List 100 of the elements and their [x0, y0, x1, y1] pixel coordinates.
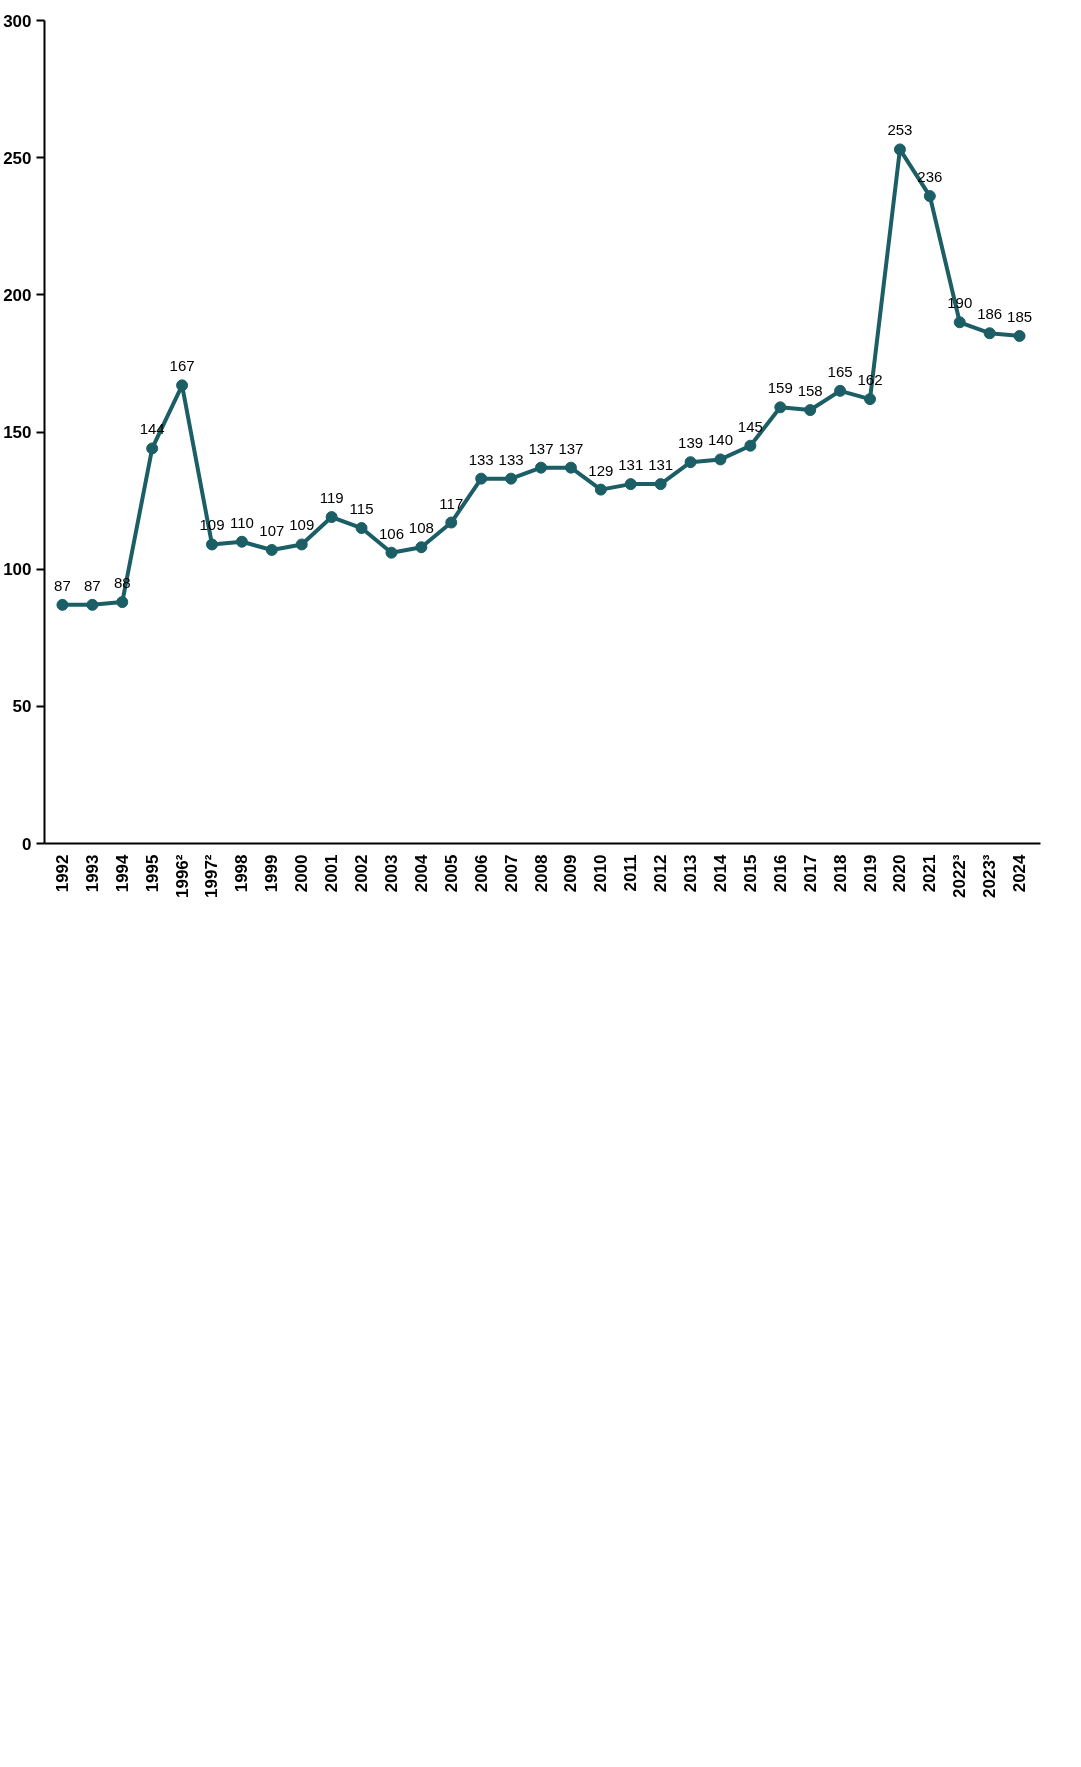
point	[983, 327, 996, 340]
point	[146, 442, 159, 455]
x-tick-label: 2009	[561, 854, 581, 893]
data-label: 107	[259, 521, 285, 539]
data-label: 186	[977, 305, 1003, 323]
point	[864, 393, 877, 406]
y-tick-label: 200	[3, 285, 32, 305]
y-tick-label: 50	[12, 697, 32, 717]
point	[744, 439, 757, 452]
x-tick-label: 2017	[800, 854, 820, 893]
data-label: 131	[618, 456, 644, 474]
x-tick-label: 1993	[82, 854, 102, 893]
data-label: 110	[229, 513, 254, 531]
x-tick-label: 1996²	[172, 854, 192, 898]
data-label: 253	[887, 121, 913, 139]
x-tick-label: 2010	[591, 854, 611, 893]
point	[893, 143, 906, 156]
data-label: 165	[827, 362, 853, 380]
x-tick-label: 2006	[471, 854, 491, 893]
data-label: 119	[319, 489, 344, 507]
point	[774, 401, 787, 414]
data-label: 131	[648, 456, 674, 474]
y-tick-label: 0	[22, 834, 32, 854]
x-tick-label: 2000	[292, 854, 312, 893]
point	[624, 478, 637, 491]
point	[953, 316, 966, 329]
x-tick-label: 2024	[1010, 853, 1030, 893]
x-tick-label: 1994	[112, 853, 132, 893]
point	[804, 404, 817, 417]
x-tick-label: 2004	[411, 853, 431, 893]
point	[235, 535, 248, 548]
point	[684, 456, 697, 469]
data-label: 87	[84, 576, 101, 594]
data-label: 139	[678, 434, 704, 452]
x-tick-label: 2022³	[950, 854, 970, 898]
point	[475, 472, 488, 485]
data-label: 115	[349, 500, 374, 518]
point	[56, 598, 69, 611]
x-tick-label: 2014	[710, 853, 730, 893]
data-label: 145	[737, 417, 763, 435]
x-tick-label: 1998	[232, 854, 252, 893]
x-tick-label: 2002	[352, 854, 372, 893]
data-label: 185	[1007, 307, 1033, 325]
point	[564, 461, 577, 474]
data-label: 109	[289, 516, 315, 534]
point	[415, 541, 428, 554]
data-label: 87	[54, 576, 71, 594]
data-label: 137	[558, 439, 584, 457]
x-tick-label: 1992	[52, 854, 72, 893]
x-tick-label: 2007	[501, 854, 521, 893]
point	[86, 598, 99, 611]
x-tick-label: 1999	[262, 854, 282, 893]
x-tick-label: 2005	[441, 854, 461, 893]
point	[714, 453, 727, 466]
y-tick-label: 150	[3, 423, 32, 442]
x-tick-label: 2019	[860, 854, 880, 893]
point	[445, 516, 458, 529]
point	[116, 596, 129, 609]
x-tick-label: 2023³	[980, 854, 1000, 898]
data-label: 140	[707, 431, 733, 449]
y-tick-label: 250	[3, 148, 32, 168]
x-tick-label: 2001	[322, 854, 342, 893]
data-label: 158	[797, 382, 823, 400]
point	[355, 522, 368, 535]
data-label: 137	[528, 439, 554, 457]
point	[1013, 329, 1026, 342]
x-tick-label: 2008	[531, 854, 551, 893]
x-tick-label: 1997²	[202, 854, 222, 898]
x-tick-label: 2003	[381, 854, 401, 893]
point	[594, 483, 607, 496]
point	[505, 472, 518, 485]
point	[206, 538, 218, 551]
x-tick-label: 1995	[142, 854, 162, 893]
data-label: 108	[408, 519, 434, 537]
y-tick-label: 300	[3, 11, 32, 31]
point	[385, 546, 398, 559]
x-tick-label: 2015	[740, 854, 760, 893]
point	[265, 543, 278, 556]
point	[325, 511, 338, 524]
point	[295, 538, 308, 551]
point	[654, 478, 667, 491]
x-tick-label: 2018	[830, 854, 850, 893]
point	[923, 190, 936, 203]
data-label: 133	[468, 450, 494, 468]
data-label: 133	[498, 450, 524, 468]
y-tick-label: 100	[3, 560, 32, 580]
x-tick-label: 2013	[681, 854, 701, 893]
data-label: 106	[378, 524, 404, 542]
point	[535, 461, 547, 474]
x-tick-label: 2011	[621, 854, 641, 892]
point	[834, 384, 847, 397]
x-tick-label: 2016	[770, 854, 790, 893]
x-tick-label: 2012	[651, 854, 671, 893]
data-label: 129	[588, 461, 614, 479]
x-tick-label: 2020	[890, 854, 910, 893]
data-label: 159	[767, 379, 793, 397]
point	[176, 379, 189, 392]
data-label: 236	[917, 168, 943, 186]
data-label: 167	[169, 357, 195, 375]
x-tick-label: 2021	[920, 854, 940, 893]
